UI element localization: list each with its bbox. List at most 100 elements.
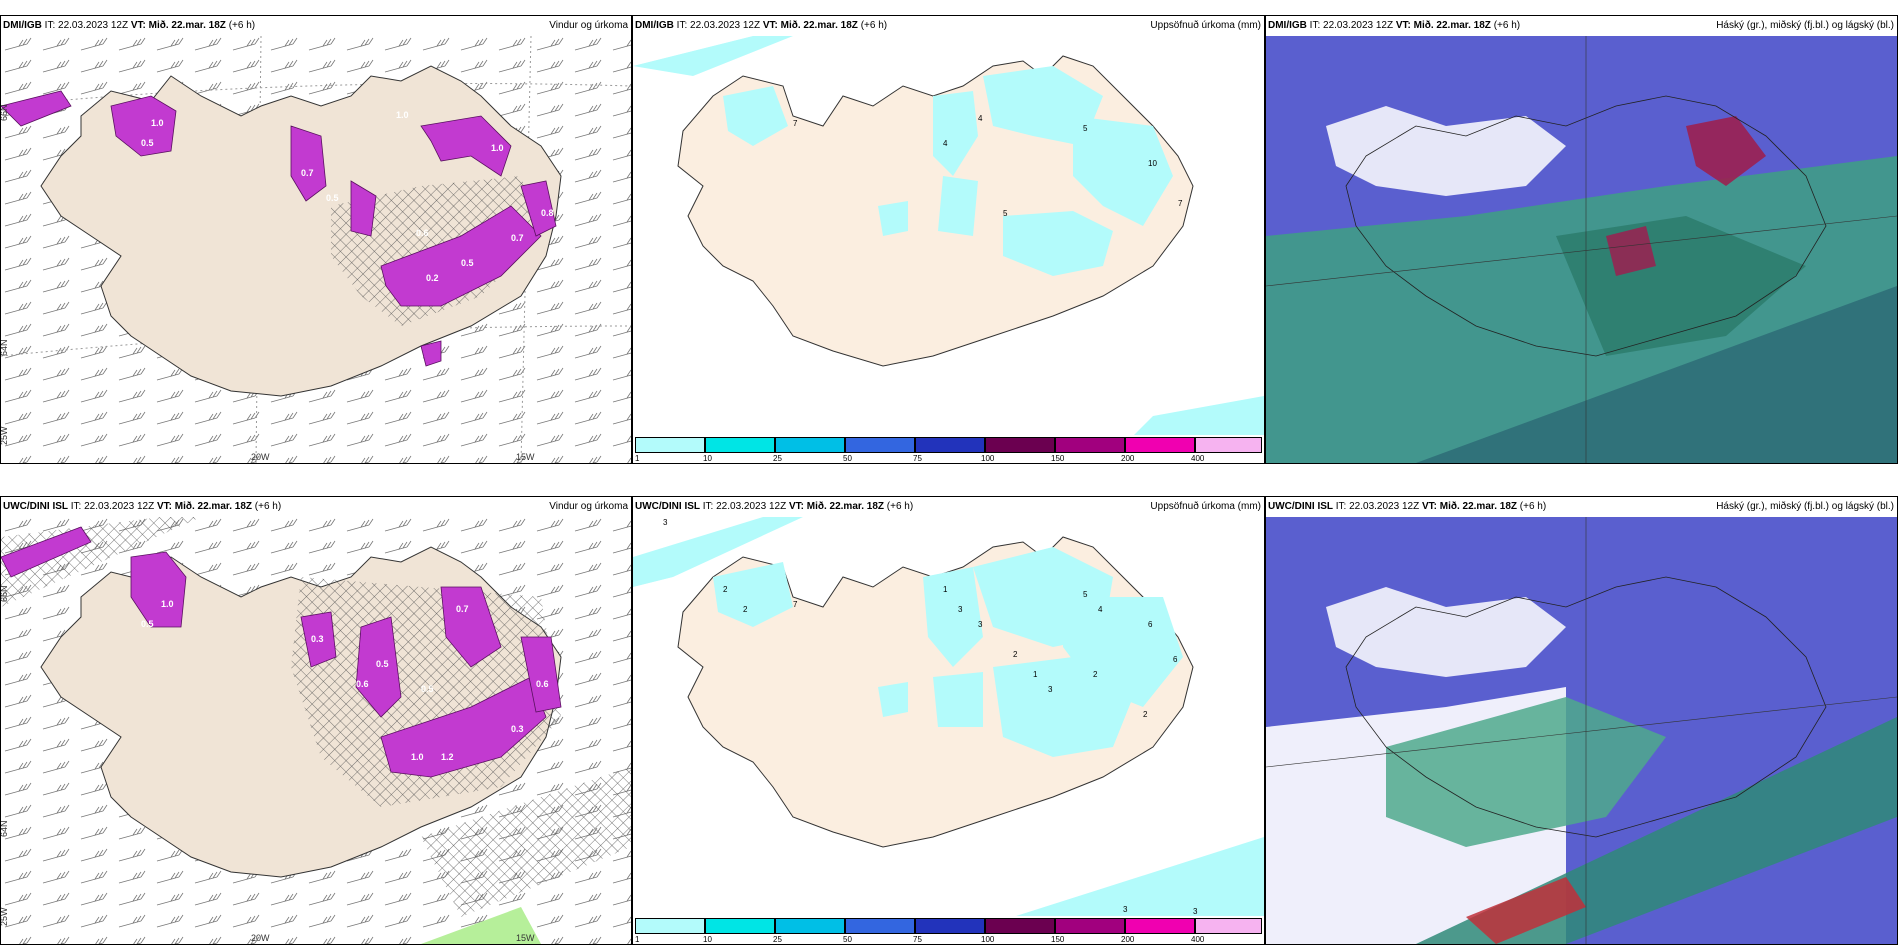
it-label: IT: xyxy=(44,20,56,31)
svg-text:1.2: 1.2 xyxy=(441,752,454,762)
svg-text:1.0: 1.0 xyxy=(491,143,504,153)
colorbar-swatch xyxy=(1055,918,1125,934)
colorbar-tick: 75 xyxy=(913,935,922,944)
vt-label: VT: xyxy=(156,501,172,512)
colorbar-swatch xyxy=(845,437,915,453)
lon-label-20w: 20W xyxy=(251,452,270,462)
lat-label-66n: 66N xyxy=(1,104,9,121)
svg-text:6: 6 xyxy=(1173,655,1178,664)
svg-text:4: 4 xyxy=(943,139,948,148)
colorbar-swatch xyxy=(845,918,915,934)
lead-time: (+6 h) xyxy=(1519,501,1547,512)
sea-precip xyxy=(633,36,793,76)
svg-text:0.3: 0.3 xyxy=(511,724,524,734)
svg-text:0.5: 0.5 xyxy=(326,193,339,203)
it-label: IT: xyxy=(702,501,714,512)
it-value: 22.03.2023 12Z xyxy=(1323,20,1394,31)
precip-map: 3 2 2 7 1 3 3 5 4 6 2 1 3 2 6 2 3 3 xyxy=(633,517,1264,917)
colorbar-tick: 150 xyxy=(1051,935,1065,944)
vt-value: Mið. 22.mar. 18Z xyxy=(148,20,226,31)
panel-precip-top: DMI/IGB IT: 22.03.2023 12Z VT: Mið. 22.m… xyxy=(632,15,1265,464)
source-label: UWC/DINI ISL xyxy=(1268,501,1333,512)
svg-text:5: 5 xyxy=(1003,209,1008,218)
iceland-outline xyxy=(1345,576,1827,838)
wind-map: 1.0 0.5 0.7 1.0 1.0 0.5 0.2 0.5 0.7 0.8 … xyxy=(1,36,631,463)
colorbar-tick: 100 xyxy=(981,454,995,463)
lon-label-15w: 15W xyxy=(516,452,535,462)
colorbar-swatch xyxy=(1195,437,1262,453)
panel-wind-bottom: UWC/DINI ISL IT: 22.03.2023 12Z VT: Mið.… xyxy=(0,496,632,945)
colorbar-swatch xyxy=(775,918,845,934)
colorbar-swatch xyxy=(985,437,1055,453)
vt-label: VT: xyxy=(1395,20,1411,31)
svg-text:1: 1 xyxy=(943,585,948,594)
colorbar-swatch xyxy=(635,918,705,934)
cloud-band-red xyxy=(1466,877,1586,944)
colorbar-swatch xyxy=(1125,437,1195,453)
lead-time: (+6 h) xyxy=(860,20,888,31)
vt-value: Mið. 22.mar. 18Z xyxy=(780,20,858,31)
vt-label: VT: xyxy=(130,20,146,31)
vt-label: VT: xyxy=(788,501,804,512)
precip-shading xyxy=(723,66,1173,276)
vt-label: VT: xyxy=(1421,501,1437,512)
vt-value: Mið. 22.mar. 18Z xyxy=(174,501,253,512)
mid-cloud xyxy=(1386,697,1666,847)
colorbar-swatch xyxy=(915,918,985,934)
panel-header: DMI/IGB IT: 22.03.2023 12Z VT: Mið. 22.m… xyxy=(633,16,1264,36)
lon-label-25w: 25W xyxy=(1,907,9,926)
colorbar-tick: 25 xyxy=(773,454,782,463)
low-cloud xyxy=(1416,286,1897,463)
panel-precip-bottom: UWC/DINI ISL IT: 22.03.2023 12Z VT: Mið.… xyxy=(632,496,1265,945)
svg-text:7: 7 xyxy=(793,600,798,609)
svg-text:0.5: 0.5 xyxy=(421,684,434,694)
svg-text:0.5: 0.5 xyxy=(141,138,154,148)
svg-text:6: 6 xyxy=(1148,620,1153,629)
colorbar-swatch xyxy=(635,437,705,453)
colorbar-swatch xyxy=(705,918,775,934)
colorbar-tick: 75 xyxy=(913,454,922,463)
colorbar-swatch xyxy=(1055,437,1125,453)
svg-text:0.7: 0.7 xyxy=(511,233,524,243)
lead-time: (+6 h) xyxy=(254,501,282,512)
precip-numbers: 7 4 4 5 10 7 5 xyxy=(793,114,1183,218)
lead-time: (+6 h) xyxy=(228,20,256,31)
colorbar-tick: 1 xyxy=(635,935,640,944)
cloud-map xyxy=(1266,517,1897,944)
svg-text:7: 7 xyxy=(1178,199,1183,208)
svg-text:2: 2 xyxy=(743,605,748,614)
svg-text:1.0: 1.0 xyxy=(396,110,409,120)
svg-text:3: 3 xyxy=(1123,905,1128,914)
it-value: 22.03.2023 12Z xyxy=(716,501,787,512)
it-value: 22.03.2023 12Z xyxy=(690,20,761,31)
source-label: UWC/DINI ISL xyxy=(635,501,700,512)
it-value: 22.03.2023 12Z xyxy=(1349,501,1420,512)
colorbar-tick: 25 xyxy=(773,935,782,944)
colorbar-tick: 10 xyxy=(703,935,712,944)
precip-areas xyxy=(1,526,562,778)
graticule xyxy=(1266,517,1897,944)
svg-text:3: 3 xyxy=(1048,685,1053,694)
svg-text:2: 2 xyxy=(1013,650,1018,659)
svg-text:5: 5 xyxy=(1083,590,1088,599)
sea-precip xyxy=(1133,396,1264,436)
panel-header: DMI/IGB IT: 22.03.2023 12Z VT: Mið. 22.m… xyxy=(1266,16,1897,36)
precip-shading xyxy=(713,547,1183,757)
svg-text:0.5: 0.5 xyxy=(141,619,154,629)
source-label: UWC/DINI ISL xyxy=(3,501,68,512)
lat-label-66n: 66N xyxy=(1,585,9,602)
wind-map: 1.0 0.5 0.3 0.7 0.5 0.6 0.5 1.0 1.2 0.3 … xyxy=(1,517,631,944)
panel-title: Uppsöfnuð úrkoma (mm) xyxy=(1150,501,1261,512)
lat-label-64n: 64N xyxy=(1,820,9,837)
colorbar-swatch xyxy=(1195,918,1262,934)
svg-text:3: 3 xyxy=(1193,907,1198,916)
svg-text:0.6: 0.6 xyxy=(536,679,549,689)
wind-value-labels: 1.0 0.5 0.3 0.7 0.5 0.6 0.5 1.0 1.2 0.3 … xyxy=(141,599,549,762)
colorbar-tick: 400 xyxy=(1191,935,1205,944)
source-label: DMI/IGB xyxy=(1268,20,1307,31)
colorbar: 1 10 25 50 75 100 150 200 400 xyxy=(633,435,1264,463)
svg-text:0.6: 0.6 xyxy=(356,679,369,689)
colorbar-tick: 150 xyxy=(1051,454,1065,463)
lead-time: (+6 h) xyxy=(1493,20,1521,31)
colorbar-tick: 1 xyxy=(635,454,640,463)
